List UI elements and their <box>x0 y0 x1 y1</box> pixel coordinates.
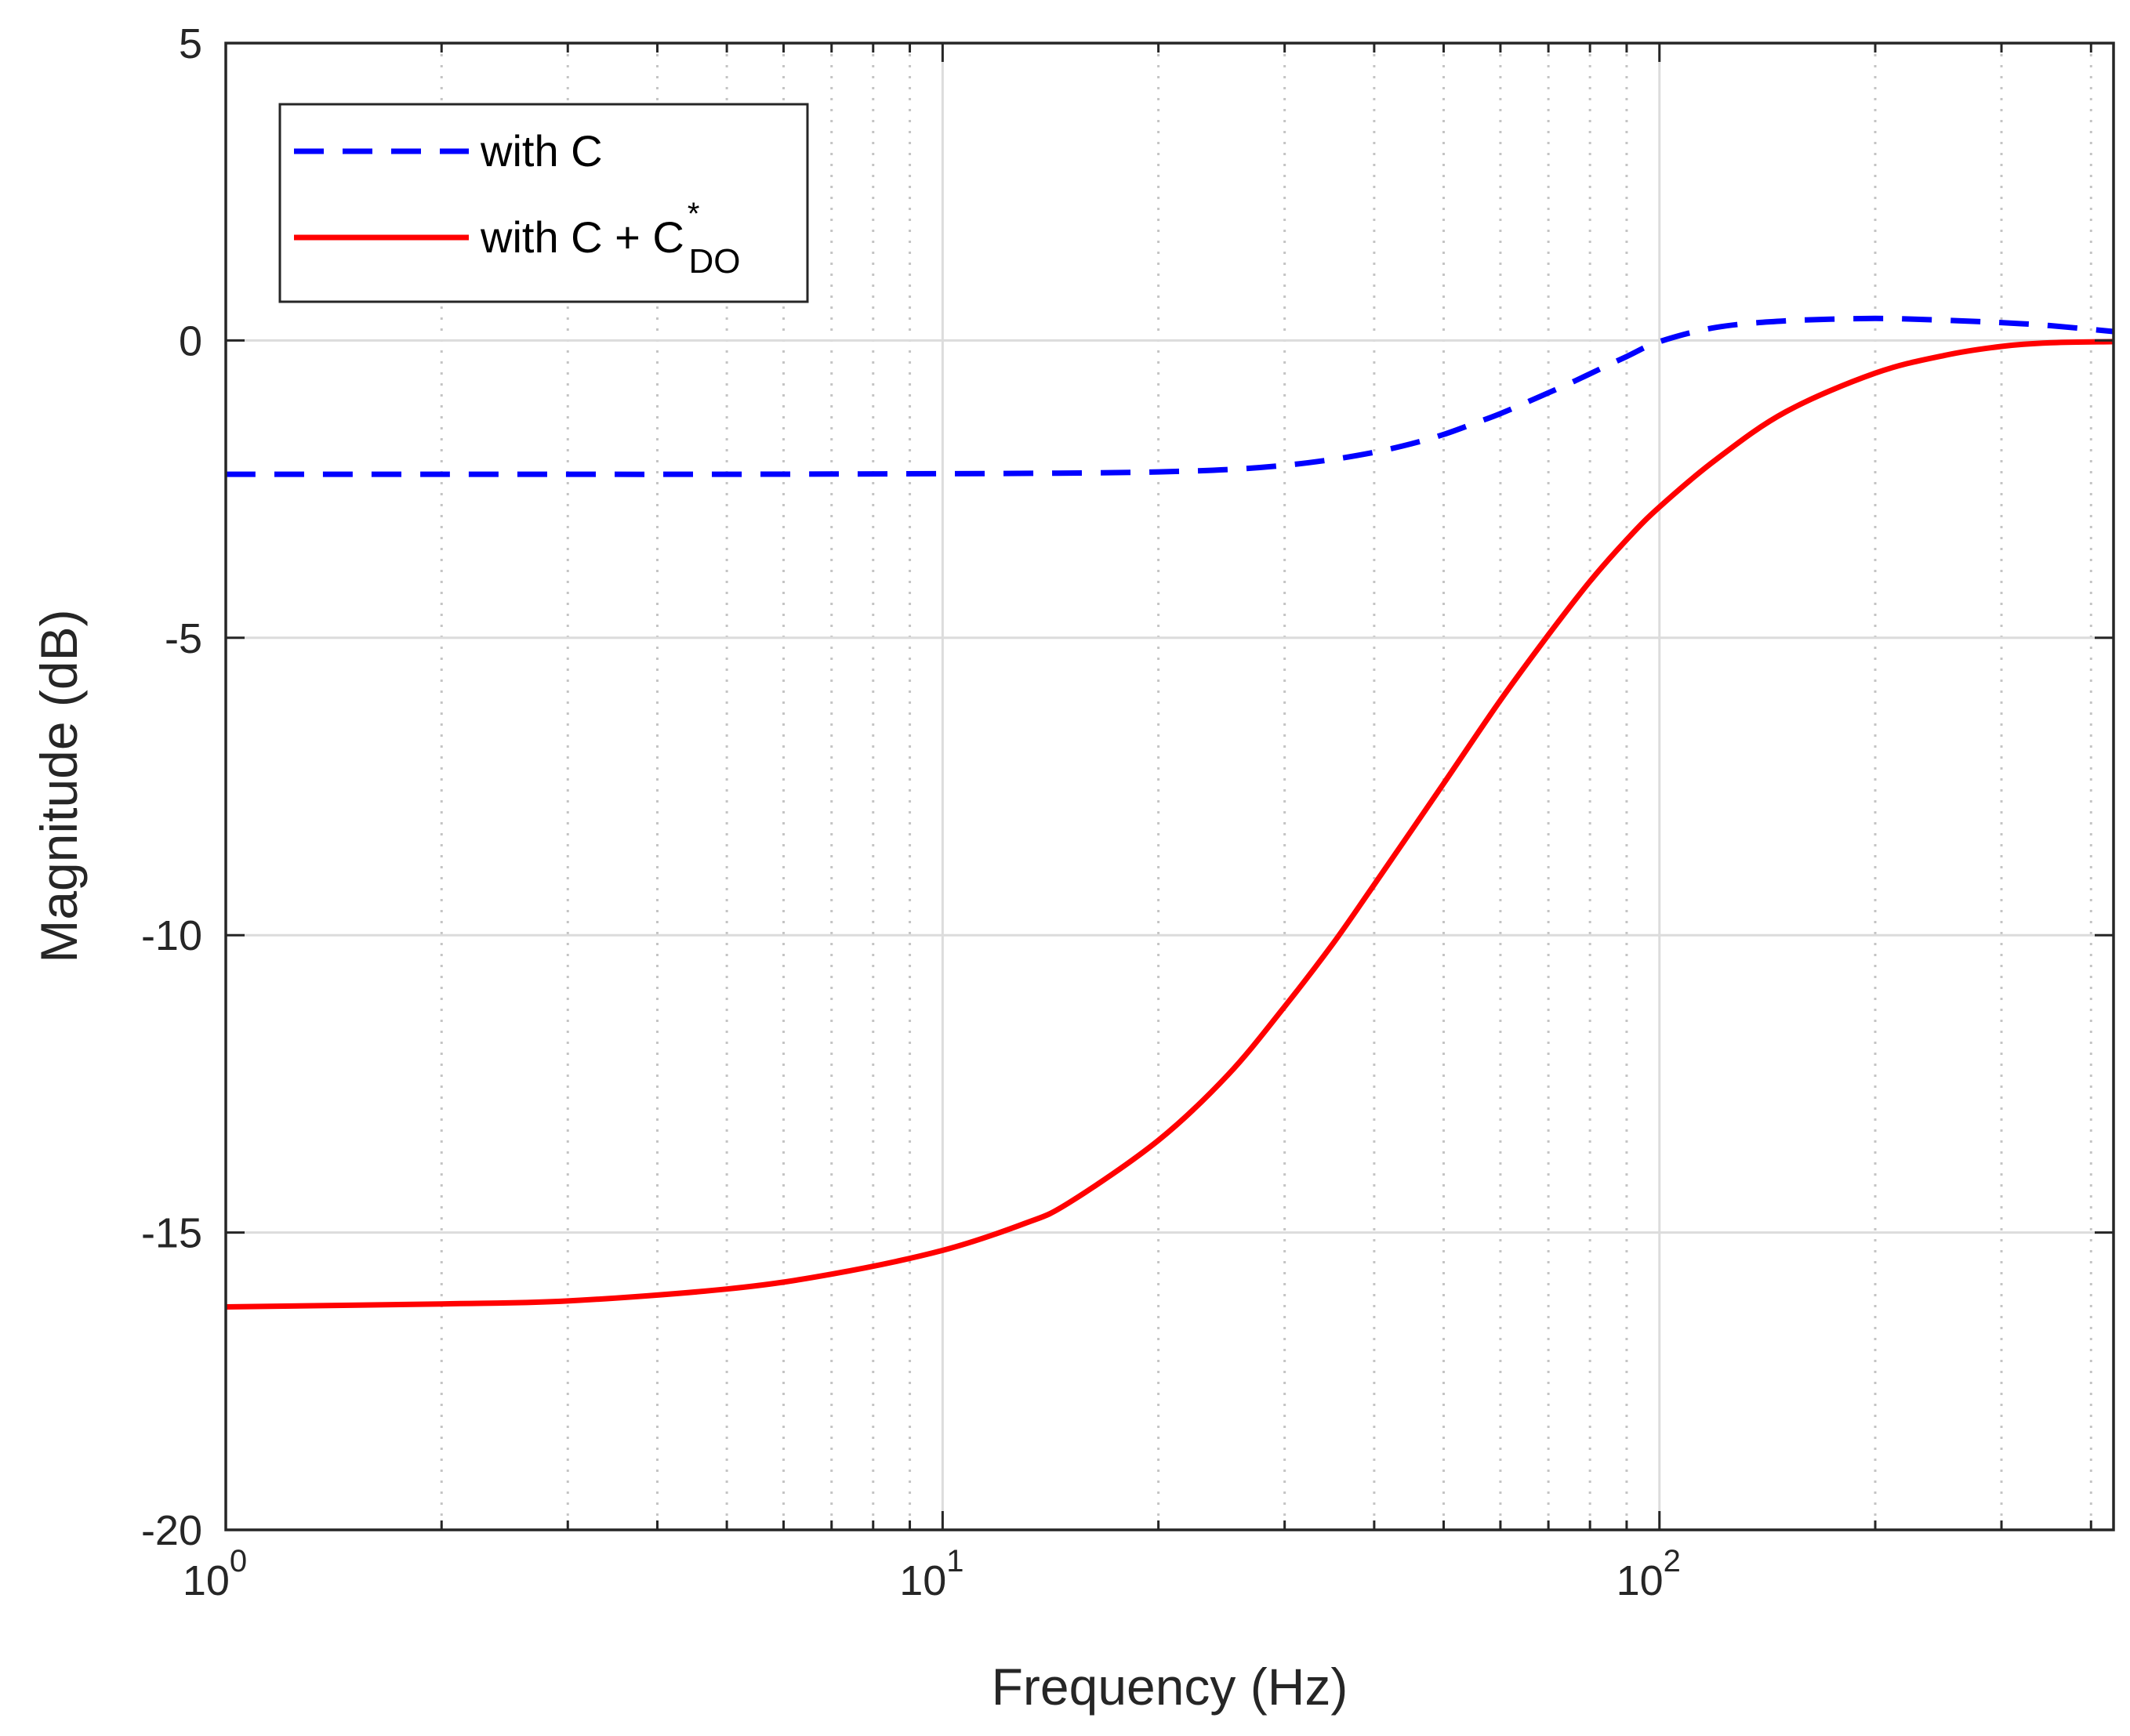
x-tick-labels: 100 101 102 <box>183 1544 1681 1604</box>
series-line-1 <box>225 339 2114 1310</box>
x-tick-label: 100 <box>183 1544 247 1604</box>
legend-box <box>278 103 809 303</box>
x-axis-label: Frequency (Hz) <box>992 1658 1348 1716</box>
plot-area-border <box>224 42 2115 1531</box>
legend-label-with-c-cdo: with C + C * DO <box>480 197 740 281</box>
axis-ticks <box>224 42 2114 1531</box>
y-tick-label: 5 <box>179 20 202 67</box>
y-tick-label: -5 <box>165 615 202 662</box>
y-tick-label: 0 <box>179 317 202 364</box>
x-tick-label: 102 <box>1617 1544 1681 1604</box>
legend-label-subscript: DO <box>688 242 740 281</box>
y-axis-label: Magnitude (dB) <box>30 609 88 962</box>
legend-label-superscript: * <box>688 197 700 231</box>
y-tick-labels: 5 0 -5 -10 -15 -20 <box>141 20 202 1554</box>
y-tick-label: -15 <box>141 1210 202 1257</box>
x-tick-label: 101 <box>899 1544 963 1604</box>
legend-label-with-c: with C <box>480 126 603 176</box>
series-line-0 <box>226 315 2114 477</box>
plot-lines <box>225 315 2114 1310</box>
y-tick-label: -10 <box>141 912 202 959</box>
legend: with C with C + C * DO <box>278 103 809 303</box>
y-tick-label: -20 <box>141 1507 202 1554</box>
